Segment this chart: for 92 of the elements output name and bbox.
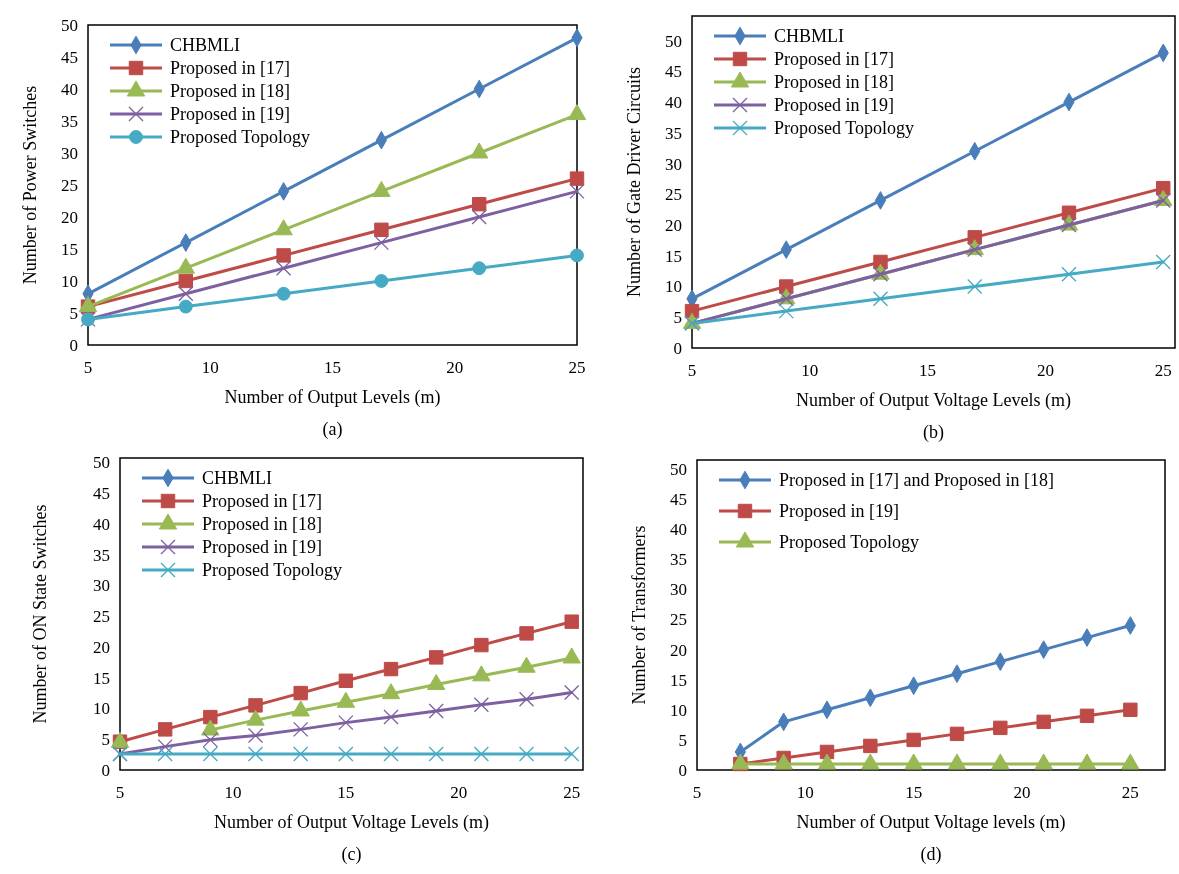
x-axis-title: Number of Output Voltage levels (m) <box>796 812 1066 833</box>
x-tick-label: 25 <box>568 358 586 377</box>
x-tick-label: 15 <box>905 783 923 802</box>
x-tick-label: 10 <box>224 783 242 802</box>
legend-label: Proposed Topology <box>202 560 342 581</box>
y-tick-label: 20 <box>93 637 110 657</box>
x-tick-label: 20 <box>450 783 468 802</box>
text: (d) <box>920 844 942 865</box>
x-tick-label: 20 <box>1013 783 1031 802</box>
y-tick-label: 10 <box>665 277 682 297</box>
y-axis-title: Number of Gate Driver Circuits <box>624 67 644 297</box>
y-axis-title: Number of Transformers <box>629 525 649 705</box>
x-tick-label: 10 <box>201 358 219 377</box>
y-tick-label: 45 <box>665 62 682 82</box>
x-tick-label: 5 <box>115 783 125 802</box>
x-tick-label: 10 <box>796 783 814 802</box>
x-axis-title: Number of Output Levels (m) <box>224 387 441 408</box>
y-tick-label: 25 <box>61 175 78 195</box>
y-tick-label: 50 <box>61 15 78 35</box>
y-tick-label: 40 <box>670 520 687 540</box>
text: (c) <box>341 844 362 865</box>
y-tick-label: 5 <box>69 303 78 323</box>
legend-label: Proposed in [18] <box>202 514 322 535</box>
y-tick-label: 35 <box>61 111 78 131</box>
legend-label: Proposed in [19] <box>202 537 322 558</box>
y-tick-label: 15 <box>61 239 78 259</box>
y-tick-label: 45 <box>93 484 110 504</box>
legend-label: Proposed in [19] <box>774 95 894 116</box>
y-tick-label: 30 <box>665 154 682 174</box>
legend-label: Proposed Topology <box>774 118 914 139</box>
y-tick-label: 0 <box>673 338 682 358</box>
legend-label: Proposed in [18] <box>774 72 894 93</box>
x-tick-label: 10 <box>801 361 819 380</box>
y-tick-label: 0 <box>101 760 110 780</box>
y-tick-label: 10 <box>61 271 78 291</box>
x-tick-label: 15 <box>337 783 355 802</box>
x-axis-title: Number of Output Voltage Levels (m) <box>214 812 489 833</box>
y-tick-label: 20 <box>665 215 682 235</box>
y-tick-label: 25 <box>670 610 687 630</box>
y-tick-label: 35 <box>670 550 687 570</box>
legend-label: Proposed in [18] <box>170 81 290 102</box>
y-tick-label: 25 <box>665 185 682 205</box>
x-tick-label: 20 <box>1036 361 1054 380</box>
x-tick-label: 25 <box>1121 783 1139 802</box>
y-tick-label: 15 <box>665 246 682 266</box>
y-tick-label: 25 <box>93 607 110 627</box>
y-tick-label: 0 <box>678 760 687 780</box>
y-tick-label: 45 <box>670 490 687 510</box>
legend-label: Proposed Topology <box>779 532 919 553</box>
y-tick-label: 40 <box>93 514 110 534</box>
y-tick-label: 5 <box>101 730 110 750</box>
y-tick-label: 20 <box>61 207 78 227</box>
y-tick-label: 30 <box>93 576 110 596</box>
text: (a) <box>322 419 343 440</box>
y-axis-title: Number of Power Switches <box>20 85 40 285</box>
y-tick-label: 15 <box>670 670 687 690</box>
legend-label: CHBMLI <box>202 468 273 489</box>
text: (b) <box>923 422 944 443</box>
x-axis-title: Number of Output Voltage Levels (m) <box>796 390 1071 411</box>
y-tick-label: 40 <box>665 93 682 113</box>
legend-label: Proposed in [17] <box>170 58 290 79</box>
y-tick-label: 40 <box>61 79 78 99</box>
x-tick-label: 5 <box>692 783 702 802</box>
x-tick-label: 15 <box>324 358 341 377</box>
x-tick-label: 20 <box>446 358 464 377</box>
y-tick-label: 35 <box>665 123 682 143</box>
y-axis-title: Number of ON State Switches <box>30 504 50 724</box>
y-tick-label: 10 <box>93 699 110 719</box>
x-tick-label: 15 <box>919 361 937 380</box>
y-tick-label: 5 <box>678 730 687 750</box>
legend-label: Proposed in [17] <box>774 49 894 70</box>
y-tick-label: 30 <box>670 580 687 600</box>
x-tick-label: 25 <box>563 783 581 802</box>
legend-label: Proposed in [19] <box>779 501 899 522</box>
y-tick-label: 50 <box>665 31 682 51</box>
y-tick-label: 50 <box>93 453 110 473</box>
y-tick-label: 45 <box>61 47 78 67</box>
legend-label: Proposed in [17] and Proposed in [18] <box>779 470 1054 491</box>
y-tick-label: 15 <box>93 668 110 688</box>
legend-label: Proposed in [19] <box>170 104 290 125</box>
y-tick-label: 5 <box>673 308 682 328</box>
legend-label: Proposed Topology <box>170 127 310 148</box>
legend-label: Proposed in [17] <box>202 491 322 512</box>
y-tick-label: 0 <box>69 335 78 355</box>
y-tick-label: 50 <box>670 459 687 479</box>
y-tick-label: 30 <box>61 143 78 163</box>
y-tick-label: 10 <box>670 700 687 720</box>
legend-label: CHBMLI <box>774 26 845 47</box>
legend-label: CHBMLI <box>170 35 241 56</box>
x-tick-label: 25 <box>1154 361 1172 380</box>
y-tick-label: 35 <box>93 545 110 565</box>
y-tick-label: 20 <box>670 640 687 660</box>
